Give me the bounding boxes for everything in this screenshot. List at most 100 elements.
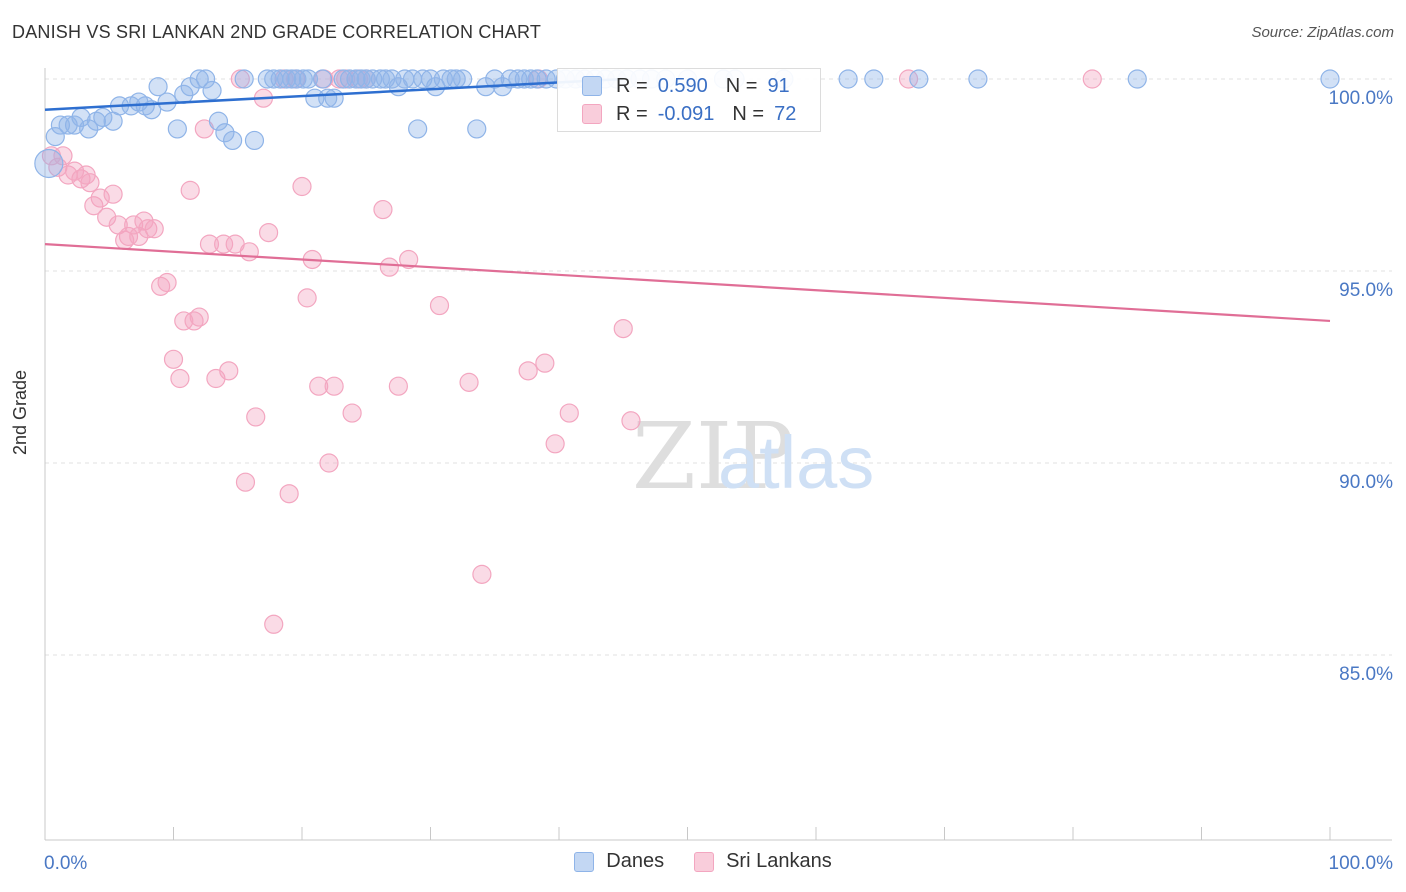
- legend-swatch-sri-lankans: [582, 104, 602, 124]
- sri-lankans-point: [279, 484, 299, 504]
- danes-point: [64, 115, 85, 135]
- danes-point: [838, 69, 858, 89]
- danes-point: [234, 69, 254, 89]
- danes-point: [148, 77, 168, 97]
- y-tick-label: 95.0%: [1339, 280, 1393, 301]
- danes-point: [93, 107, 113, 128]
- sri-lankans-point: [621, 411, 641, 431]
- sri-lankans-point: [1082, 69, 1102, 89]
- danes-point: [346, 69, 366, 89]
- sri-lankans-point: [373, 199, 393, 220]
- legend-swatch-danes: [582, 76, 602, 96]
- danes-point: [426, 77, 446, 97]
- chart-source: Source: ZipAtlas.com: [1251, 24, 1394, 41]
- danes-point: [312, 69, 333, 89]
- danes-point: [356, 69, 376, 89]
- danes-point: [167, 119, 187, 139]
- sri-lankans-trend-line: [44, 243, 1331, 323]
- danes-point: [282, 69, 302, 89]
- watermark-zip: ZIP: [632, 403, 794, 510]
- danes-point: [270, 69, 290, 89]
- danes-point: [196, 69, 216, 89]
- series-legend-danes[interactable]: Danes: [574, 850, 664, 873]
- sri-lankans-point: [324, 376, 344, 396]
- danes-point: [215, 123, 235, 143]
- sri-lankans-point: [309, 376, 329, 396]
- danes-point: [351, 69, 371, 89]
- sri-lankans-point: [138, 219, 158, 239]
- danes-point: [276, 69, 297, 89]
- danes-point: [189, 69, 209, 89]
- legend-row-danes: R = 0.590 N = 91: [582, 73, 790, 99]
- sri-lankans-point: [214, 234, 234, 254]
- sri-lankans-point: [379, 257, 399, 277]
- sri-lankans-point: [174, 311, 194, 331]
- sri-lankans-point: [189, 307, 209, 327]
- sri-lankans-point: [170, 368, 190, 389]
- danes-point: [370, 69, 390, 89]
- sri-lankans-point: [97, 207, 117, 227]
- sri-lankans-point: [258, 223, 279, 243]
- danes-point: [287, 69, 307, 89]
- sri-lankans-points: [41, 69, 1102, 634]
- sri-lankans-point: [219, 361, 239, 381]
- watermark-atlas: atlas: [718, 421, 874, 504]
- danes-point: [408, 119, 428, 139]
- legend-r-label: R =: [616, 74, 648, 97]
- sri-lankans-point: [90, 188, 110, 208]
- danes-point: [223, 130, 243, 151]
- y-axis-label: 2nd Grade: [10, 369, 30, 455]
- sri-lankans-point: [559, 403, 579, 423]
- danes-point: [50, 115, 71, 135]
- sri-lankans-point: [235, 472, 256, 492]
- danes-swatch: [574, 851, 595, 872]
- sri-lankans-swatch: [694, 851, 715, 872]
- grid-lines: [45, 78, 1392, 656]
- sri-lankans-point: [84, 196, 104, 216]
- sri-lankans-point: [319, 453, 339, 473]
- legend-row-sri-lankans: R = -0.091 N = 72: [582, 101, 796, 127]
- danes-point: [339, 69, 360, 89]
- axes: [44, 68, 1392, 841]
- sri-lankans-point: [472, 564, 492, 584]
- legend-n-value: 91: [767, 74, 790, 97]
- sri-lankans-label: Sri Lankans: [726, 850, 832, 872]
- danes-point: [864, 69, 884, 89]
- watermark: ZIP atlas: [632, 403, 874, 510]
- sri-lankans-point: [157, 272, 177, 293]
- sri-lankans-point: [144, 219, 164, 239]
- sri-lankans-point: [388, 376, 408, 396]
- sri-lankans-point: [399, 249, 419, 270]
- danes-point: [208, 111, 229, 131]
- sri-lankans-point: [545, 434, 565, 454]
- sri-lankans-point: [103, 184, 123, 204]
- series-legend-sri-lankans[interactable]: Sri Lankans: [694, 850, 832, 873]
- legend-n-label: N =: [732, 102, 765, 125]
- danes-point: [45, 127, 65, 147]
- sri-lankans-point: [518, 361, 538, 381]
- tick-labels: 100.0% 95.0% 90.0% 85.0% 0.0% 100.0%: [44, 88, 1393, 874]
- sri-lankans-point: [613, 319, 633, 339]
- sri-lankans-point: [64, 161, 85, 181]
- danes-trend-line: [44, 77, 624, 111]
- danes-point: [909, 69, 929, 89]
- y-tick-label: 100.0%: [1329, 88, 1394, 109]
- sri-lankans-point: [239, 242, 259, 262]
- stats-legend: R = 0.590 N = 91 R = -0.091 N = 72: [557, 68, 821, 132]
- chart-title: DANISH VS SRI LANKAN 2ND GRADE CORRELATI…: [12, 22, 542, 42]
- sri-lankans-point: [264, 614, 284, 634]
- trend-lines: [44, 77, 1331, 323]
- legend-n-value: 72: [774, 102, 797, 125]
- legend-r-value: 0.590: [657, 74, 708, 97]
- danes-point: [324, 88, 344, 108]
- sri-lankans-point: [246, 407, 266, 427]
- sri-lankans-point: [535, 353, 555, 373]
- sri-lankans-point: [80, 173, 100, 193]
- sri-lankans-point: [342, 403, 362, 423]
- sri-lankans-point: [292, 176, 312, 197]
- danes-point: [79, 119, 99, 139]
- sri-lankans-point: [898, 69, 919, 89]
- y-tick-label: 85.0%: [1339, 664, 1393, 685]
- x-tick-label: 100.0%: [1329, 853, 1394, 874]
